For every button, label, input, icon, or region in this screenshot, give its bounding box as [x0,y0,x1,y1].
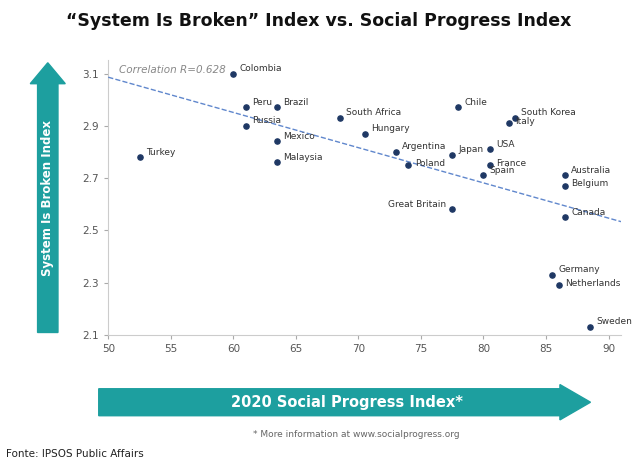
Text: Chile: Chile [465,98,487,107]
Point [272,104,282,111]
Point [560,182,570,190]
Point [510,114,520,122]
Point [391,148,401,156]
Point [485,146,495,153]
Point [359,130,369,137]
Text: Canada: Canada [571,208,605,217]
Point [547,271,557,279]
Text: Poland: Poland [415,159,445,167]
Text: Sweden: Sweden [596,318,632,326]
Text: System Is Broken Index: System Is Broken Index [41,120,54,276]
Text: Peru: Peru [252,98,272,107]
Point [447,206,457,213]
Text: Great Britain: Great Britain [388,200,446,209]
Point [585,323,595,331]
Text: Netherlands: Netherlands [565,279,620,288]
Point [560,213,570,221]
Point [228,70,238,77]
Text: Belgium: Belgium [571,179,608,188]
Text: Spain: Spain [490,166,515,175]
Text: Germany: Germany [559,265,600,274]
Text: Colombia: Colombia [240,64,282,73]
Text: 2020 Social Progress Index*: 2020 Social Progress Index* [231,395,463,410]
Text: * More information at www.socialprogress.org: * More information at www.socialprogress… [254,430,460,439]
Point [554,281,564,289]
Point [454,104,464,111]
Point [560,172,570,179]
Point [478,172,489,179]
Point [134,153,145,161]
Point [272,138,282,145]
Text: Brazil: Brazil [283,98,309,107]
Point [403,161,413,169]
Text: Fonte: IPSOS Public Affairs: Fonte: IPSOS Public Affairs [6,449,144,459]
Text: Mexico: Mexico [283,132,315,141]
Point [272,159,282,166]
Point [241,104,251,111]
Text: South Korea: South Korea [521,108,576,117]
Text: Russia: Russia [252,116,281,125]
Point [334,114,345,122]
Point [485,161,495,169]
Text: South Africa: South Africa [346,108,401,117]
Point [447,151,457,158]
Text: Argentina: Argentina [402,142,447,152]
Text: USA: USA [496,140,515,149]
Text: “System Is Broken” Index vs. Social Progress Index: “System Is Broken” Index vs. Social Prog… [66,12,571,30]
Text: Italy: Italy [515,117,534,126]
Point [503,120,513,127]
Text: Japan: Japan [459,145,483,154]
Text: France: France [496,159,526,167]
Point [241,122,251,129]
Text: Correlation R=0.628: Correlation R=0.628 [118,65,225,74]
Text: Australia: Australia [571,166,611,175]
Text: Hungary: Hungary [371,124,410,133]
Text: Malaysia: Malaysia [283,153,323,162]
Text: Turkey: Turkey [146,147,175,157]
